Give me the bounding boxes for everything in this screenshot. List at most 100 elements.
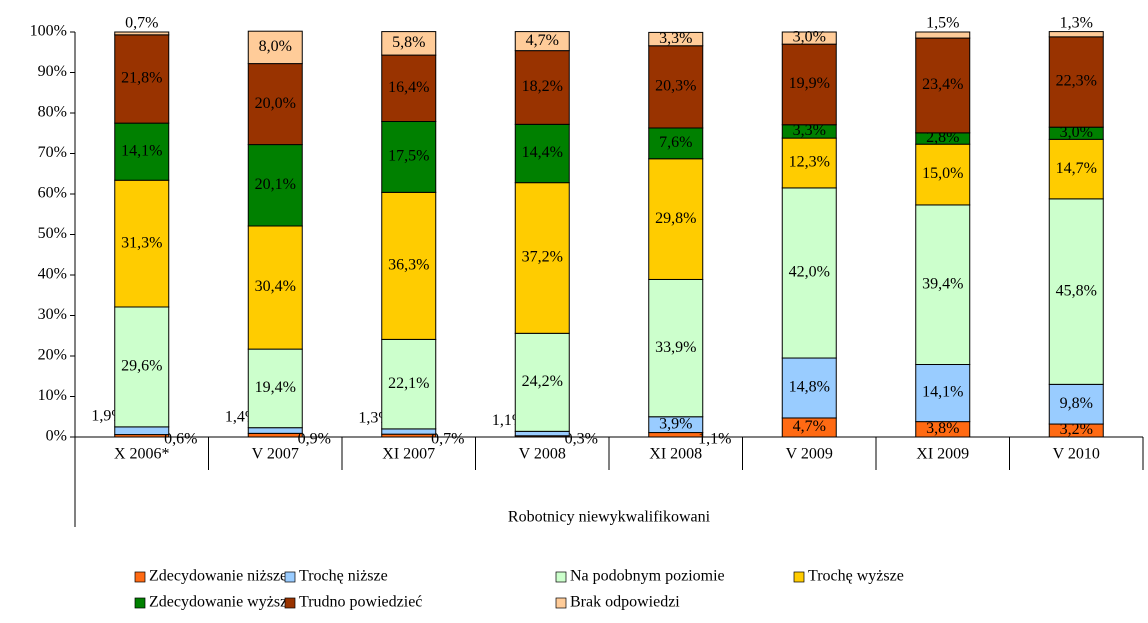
- data-label: 9,8%: [1060, 395, 1093, 412]
- bar-segment: [648, 432, 704, 438]
- data-label: 23,4%: [922, 76, 963, 93]
- bar-segment: [381, 121, 437, 193]
- data-label: 22,1%: [388, 375, 429, 392]
- legend-swatch: [134, 571, 146, 583]
- data-label: 3,0%: [1060, 124, 1093, 141]
- data-label: 39,4%: [922, 275, 963, 292]
- data-label: 8,0%: [259, 38, 292, 55]
- bar-segment: [915, 364, 971, 423]
- legend-swatch: [555, 571, 567, 583]
- y-tick-label: 70%: [38, 144, 67, 161]
- data-label: 3,3%: [793, 122, 826, 139]
- data-label: 31,3%: [121, 234, 162, 251]
- data-label: 1,3%: [1060, 14, 1093, 31]
- bar-segment: [781, 31, 837, 45]
- legend-label: Zdecydowanie niższe: [149, 568, 287, 585]
- legend-label: Trudno powiedzieć: [299, 594, 422, 611]
- x-tick-label: V 2009: [786, 446, 833, 463]
- bar-segment: [381, 191, 437, 340]
- data-label: 12,3%: [789, 154, 830, 171]
- legend-swatch: [284, 597, 296, 609]
- bar-segment: [1048, 36, 1104, 128]
- data-label: 3,2%: [1060, 421, 1093, 438]
- data-label: 0,7%: [431, 431, 464, 448]
- x-tick-label: V 2008: [519, 446, 566, 463]
- legend-label: Na podobnym poziomie: [570, 568, 725, 585]
- bar-segment: [114, 34, 170, 124]
- data-label: 14,8%: [789, 379, 830, 396]
- bar-segment: [648, 127, 704, 160]
- data-label: 30,4%: [255, 278, 296, 295]
- x-tick-label: XI 2008: [649, 446, 702, 463]
- data-label: 3,0%: [793, 29, 826, 46]
- data-label: 42,0%: [789, 264, 830, 281]
- legend-label: Brak odpowiedzi: [570, 594, 680, 611]
- bar-segment: [114, 306, 170, 428]
- x-tick-label: X 2006*: [114, 446, 170, 463]
- bar-segment: [114, 179, 170, 308]
- y-tick-label: 40%: [38, 266, 67, 283]
- bar-segment: [381, 428, 437, 435]
- bar-segment: [247, 348, 303, 429]
- bar-segment: [915, 37, 971, 134]
- bar-segment: [781, 137, 837, 189]
- bar-segment: [114, 31, 170, 36]
- bar-segment: [381, 54, 437, 123]
- data-label: 36,3%: [388, 257, 429, 274]
- y-tick-label: 50%: [38, 225, 67, 242]
- legend-label: Zdecydowanie wyższe: [149, 594, 294, 611]
- legend-swatch: [134, 597, 146, 609]
- bar-segment: [648, 31, 704, 47]
- data-label: 37,2%: [522, 249, 563, 266]
- data-label: 2,8%: [926, 129, 959, 146]
- x-tick-label: V 2010: [1053, 446, 1100, 463]
- bar-segment: [247, 63, 303, 146]
- data-label: 21,8%: [121, 70, 162, 87]
- data-label: 24,2%: [522, 373, 563, 390]
- y-tick-label: 90%: [38, 63, 67, 80]
- bar-segment: [514, 430, 570, 437]
- data-label: 16,4%: [388, 79, 429, 96]
- bar-segment: [915, 31, 971, 39]
- bar-segment: [247, 427, 303, 434]
- data-label: 22,3%: [1056, 73, 1097, 90]
- bar-segment: [514, 50, 570, 125]
- bar-segment: [648, 278, 704, 418]
- legend-swatch: [555, 597, 567, 609]
- bar-segment: [648, 45, 704, 129]
- bar-segment: [781, 357, 837, 419]
- data-label: 14,4%: [522, 144, 563, 161]
- bar-segment: [915, 143, 971, 206]
- data-label: 33,9%: [655, 339, 696, 356]
- bar-segment: [648, 158, 704, 280]
- data-label: 14,1%: [121, 142, 162, 159]
- data-label: 29,6%: [121, 358, 162, 375]
- data-label: 14,1%: [922, 384, 963, 401]
- bar-segment: [247, 432, 303, 438]
- bar-segment: [381, 338, 437, 430]
- y-tick-label: 60%: [38, 185, 67, 202]
- data-label: 0,9%: [298, 431, 331, 448]
- data-label: 1,1%: [698, 431, 731, 448]
- data-label: 0,6%: [164, 431, 197, 448]
- legend-swatch: [793, 571, 805, 583]
- bar-segment: [114, 122, 170, 181]
- bar-segment: [1048, 138, 1104, 200]
- bar-segment: [1048, 31, 1104, 38]
- bar-segment: [247, 225, 303, 350]
- data-label: 20,0%: [255, 95, 296, 112]
- bar-segment: [381, 31, 437, 56]
- data-label: 29,8%: [655, 210, 696, 227]
- bar-segment: [781, 43, 837, 126]
- data-label: 19,9%: [789, 75, 830, 92]
- y-tick-label: 30%: [38, 306, 67, 323]
- y-tick-label: 10%: [38, 387, 67, 404]
- legend-label: Trochę niższe: [299, 568, 388, 585]
- data-label: 4,7%: [526, 32, 559, 49]
- y-tick-label: 0%: [46, 428, 67, 445]
- data-label: 15,0%: [922, 165, 963, 182]
- data-label: 0,7%: [125, 15, 158, 32]
- data-label: 3,3%: [659, 30, 692, 47]
- data-label: 0,3%: [565, 431, 598, 448]
- bar-segment: [1048, 198, 1104, 385]
